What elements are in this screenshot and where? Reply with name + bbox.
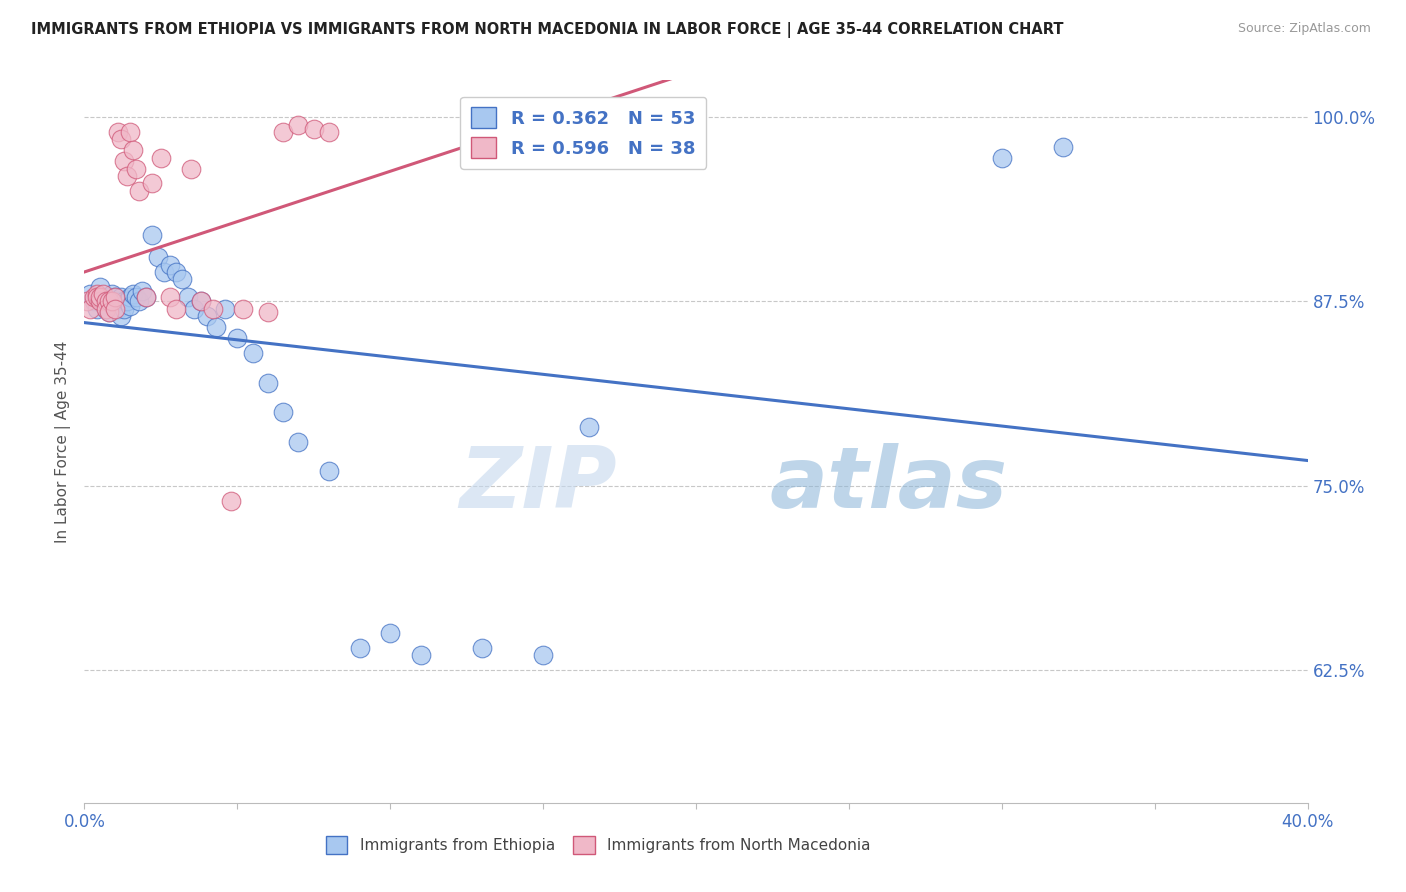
Point (122, 143, 145, 157)
Point (89, 279, 111, 293)
Point (131, 284, 153, 298)
Point (380, 626, 402, 640)
Point (226, 331, 249, 345)
Point (83, 294, 105, 309)
Point (112, 301, 135, 316)
Point (232, 301, 254, 316)
Legend: Immigrants from Ethiopia, Immigrants from North Macedonia: Immigrants from Ethiopia, Immigrants fro… (319, 830, 876, 860)
Point (110, 309, 132, 323)
Point (190, 294, 212, 309)
Point (153, 265, 176, 279)
Point (177, 290, 200, 304)
Point (91, 287, 114, 301)
Point (125, 290, 148, 304)
Point (271, 125, 294, 139)
Point (195, 309, 218, 323)
Point (1052, 139, 1074, 153)
Text: IMMIGRANTS FROM ETHIOPIA VS IMMIGRANTS FROM NORTH MACEDONIA IN LABOR FORCE | AGE: IMMIGRANTS FROM ETHIOPIA VS IMMIGRANTS F… (31, 22, 1063, 38)
Point (101, 287, 124, 301)
Point (146, 250, 169, 264)
Point (107, 294, 129, 309)
Point (91, 294, 114, 309)
Point (86, 301, 108, 316)
Point (201, 301, 224, 316)
Point (89, 290, 111, 304)
Point (112, 294, 135, 309)
Point (141, 177, 163, 191)
Point (190, 294, 212, 309)
Point (104, 290, 127, 304)
Point (86, 290, 108, 304)
Text: atlas: atlas (769, 443, 1008, 526)
Point (205, 319, 228, 334)
Point (110, 132, 132, 146)
Point (183, 301, 205, 316)
Point (83, 290, 105, 304)
Point (94, 301, 117, 316)
Text: Source: ZipAtlas.com: Source: ZipAtlas.com (1237, 22, 1371, 36)
Point (531, 648, 554, 663)
Point (471, 640, 494, 655)
Point (107, 301, 129, 316)
Point (112, 154, 135, 169)
Point (91, 297, 114, 311)
Point (89, 294, 111, 309)
Point (578, 419, 600, 434)
Point (214, 301, 236, 316)
Point (97, 290, 120, 304)
Point (165, 265, 187, 279)
Point (287, 118, 309, 132)
Point (115, 294, 138, 309)
Point (120, 299, 142, 313)
Point (94, 294, 117, 309)
Point (128, 184, 150, 198)
Point (79, 287, 101, 301)
Point (89, 290, 111, 304)
Point (141, 228, 163, 243)
Point (97, 305, 120, 319)
Point (257, 376, 280, 390)
Point (97, 305, 120, 319)
Point (135, 290, 157, 304)
Point (165, 301, 187, 316)
Point (104, 290, 127, 304)
Point (271, 405, 294, 419)
Y-axis label: In Labor Force | Age 35-44: In Labor Force | Age 35-44 (55, 341, 72, 542)
Point (149, 152, 172, 166)
Point (257, 305, 280, 319)
Point (110, 290, 132, 304)
Point (180, 161, 202, 176)
Point (101, 294, 124, 309)
Point (120, 125, 142, 139)
Text: ZIP: ZIP (458, 443, 616, 526)
Point (172, 272, 194, 286)
Point (302, 122, 325, 136)
Point (104, 301, 127, 316)
Point (104, 299, 127, 313)
Point (349, 640, 371, 655)
Point (135, 290, 157, 304)
Point (122, 287, 145, 301)
Point (219, 493, 242, 508)
Point (287, 434, 309, 449)
Point (159, 290, 181, 304)
Point (318, 464, 340, 478)
Point (125, 161, 148, 176)
Point (79, 301, 101, 316)
Point (86, 287, 108, 301)
Point (94, 301, 117, 316)
Point (409, 648, 432, 663)
Point (128, 294, 150, 309)
Point (107, 125, 129, 139)
Point (991, 152, 1014, 166)
Point (76, 294, 98, 309)
Point (242, 346, 264, 360)
Point (159, 258, 181, 272)
Point (120, 290, 142, 304)
Point (318, 125, 340, 139)
Point (115, 169, 138, 183)
Point (97, 294, 120, 309)
